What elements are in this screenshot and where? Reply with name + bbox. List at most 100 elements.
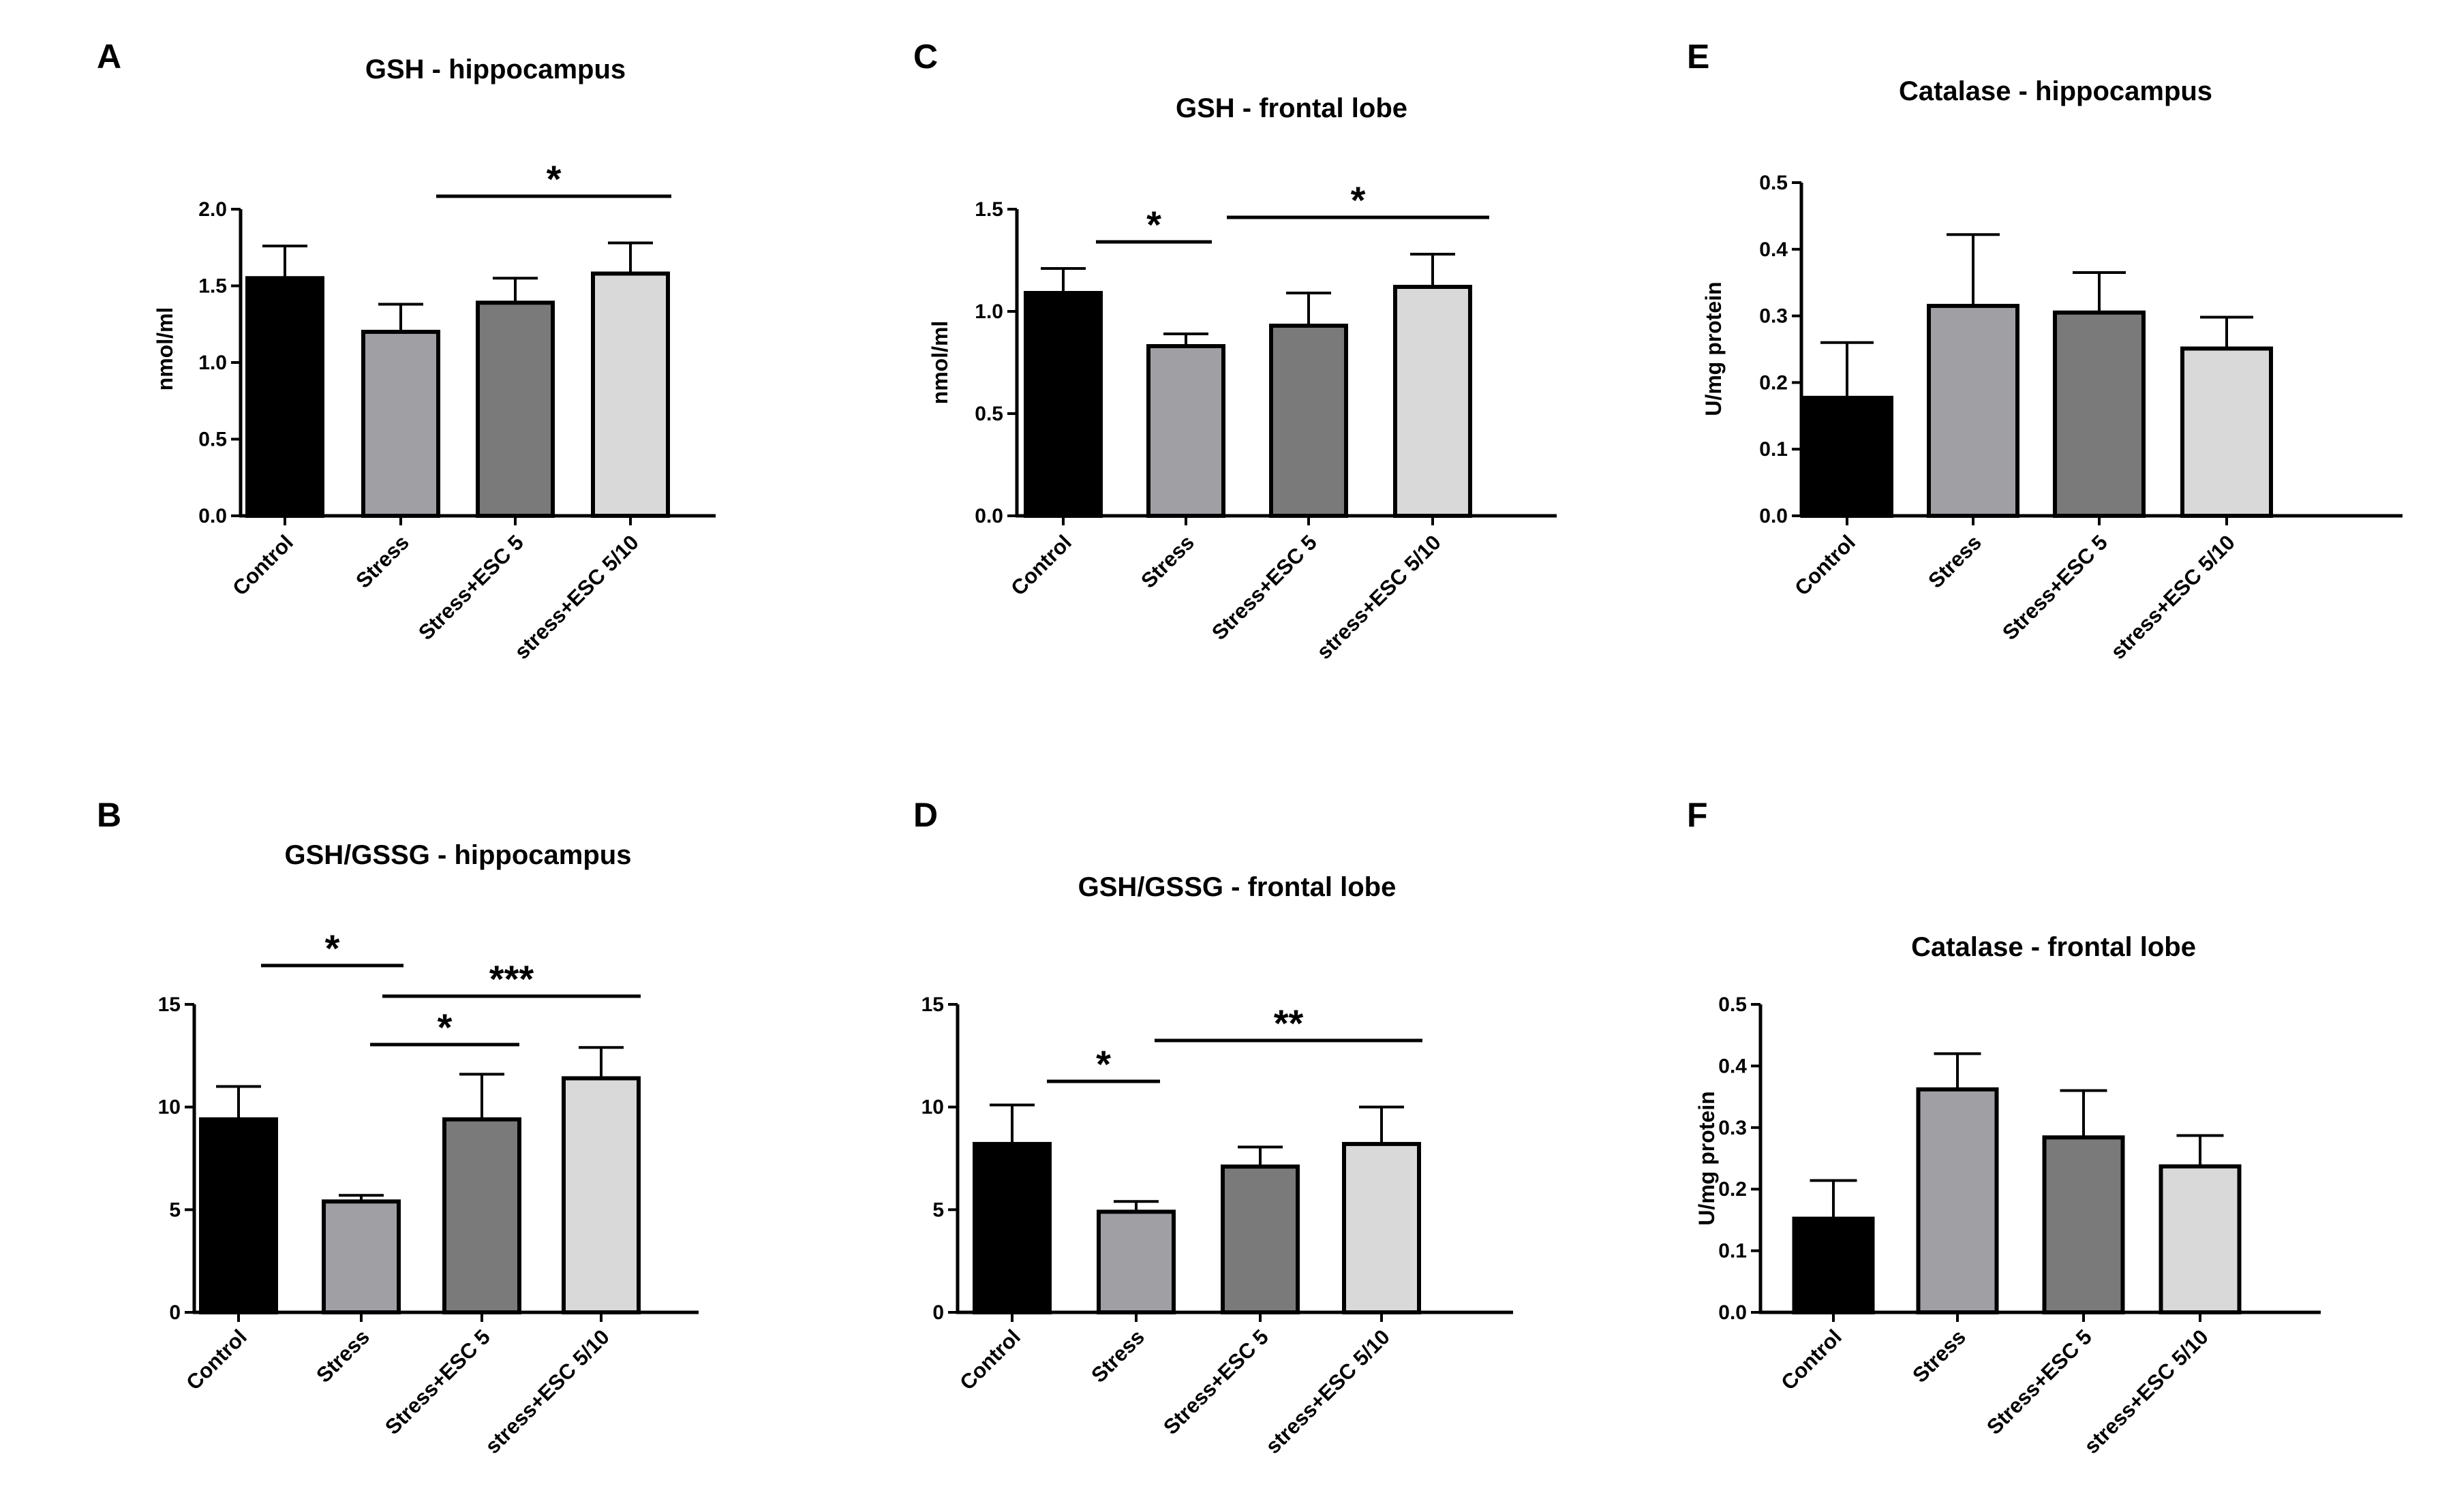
y-axis-label: nmol/ml — [153, 307, 177, 391]
chart-title: Catalase - hippocampus — [1899, 76, 2212, 106]
significance-label: * — [438, 1006, 453, 1049]
y-tick-label: 1.5 — [975, 198, 1003, 221]
y-tick-label: 0.0 — [198, 505, 227, 527]
y-tick-label: 0.3 — [1718, 1117, 1747, 1139]
bar-3 — [2053, 310, 2146, 518]
y-tick-label: 15 — [158, 993, 181, 1016]
category-label: Control — [1790, 530, 1860, 600]
y-tick-label: 10 — [158, 1096, 181, 1119]
panel-letter: D — [913, 796, 938, 834]
y-tick-label: 0.0 — [1759, 505, 1788, 527]
bar-1 — [199, 1117, 278, 1315]
y-tick-label: 0.3 — [1759, 305, 1788, 328]
y-tick-label: 1.0 — [975, 300, 1003, 323]
bar-2 — [1146, 344, 1225, 518]
chart-title: GSH/GSSG - hippocampus — [285, 840, 632, 870]
bar-1 — [973, 1141, 1052, 1314]
chart-title: GSH - frontal lobe — [1176, 93, 1407, 123]
category-label: Stress — [1086, 1325, 1149, 1387]
panel-letter: F — [1687, 796, 1708, 834]
significance-label: *** — [489, 957, 534, 1000]
y-axis-label: nmol/ml — [928, 321, 952, 405]
category-label: stress+ESC 5/10 — [2079, 1325, 2213, 1458]
panel-letter: C — [913, 37, 938, 76]
bar-4 — [1342, 1141, 1421, 1314]
bar-2 — [1916, 1087, 1999, 1314]
category-label: Stress — [1908, 1325, 1970, 1387]
bar-4 — [1393, 285, 1472, 518]
bar-2 — [1097, 1209, 1176, 1315]
bar-4 — [2159, 1164, 2242, 1314]
category-label: Stress+ESC 5 — [414, 530, 528, 645]
bar-3 — [1269, 324, 1348, 518]
category-label: Control — [1776, 1325, 1846, 1395]
category-label: stress+ESC 5/10 — [1261, 1325, 1394, 1458]
bar-1 — [1024, 291, 1103, 518]
bar-4 — [2180, 346, 2273, 518]
panel-letter: B — [97, 796, 121, 834]
y-tick-label: 0.2 — [1718, 1178, 1747, 1201]
y-tick-label: 5 — [169, 1199, 181, 1221]
bar-4 — [591, 271, 670, 518]
panel-d: D GSH/GSSG - frontal lobe 0 5 10 15 Control Str… — [913, 796, 1513, 1458]
panel-f: F Catalase - frontal lobe U/mg protein 0.0 0… — [1687, 796, 2321, 1458]
chart-title: Catalase - frontal lobe — [1911, 932, 2196, 962]
panel-letter: A — [97, 37, 121, 76]
y-tick-label: 0.4 — [1759, 238, 1788, 261]
y-axis-label: U/mg protein — [1694, 1091, 1719, 1225]
bar-2 — [361, 330, 440, 518]
category-label: Stress — [311, 1325, 374, 1387]
y-tick-label: 2.0 — [198, 198, 227, 221]
y-tick-label: 1.5 — [198, 275, 227, 298]
category-label: Control — [181, 1325, 251, 1395]
category-label: Stress+ESC 5 — [380, 1325, 495, 1439]
significance-label: * — [1146, 203, 1161, 246]
bar-3 — [2042, 1135, 2125, 1315]
y-tick-label: 1.0 — [198, 352, 227, 374]
y-tick-label: 0.0 — [975, 505, 1003, 527]
bar-3 — [476, 300, 555, 518]
y-tick-label: 0.2 — [1759, 371, 1788, 394]
y-tick-label: 15 — [921, 993, 944, 1016]
bar-3 — [442, 1117, 521, 1315]
bar-2 — [1927, 303, 2019, 518]
significance-label: * — [325, 927, 340, 970]
chart-title: GSH - hippocampus — [365, 55, 626, 84]
panel-a: A GSH - hippocampus nmol/ml 0.0 0.5 1.0 1.5 2.0… — [97, 37, 716, 664]
y-tick-label: 0.5 — [198, 429, 227, 451]
panel-letter: E — [1687, 37, 1709, 76]
y-tick-label: 0.4 — [1718, 1055, 1747, 1077]
category-label: Stress — [351, 530, 414, 593]
category-label: Stress — [1136, 530, 1199, 593]
y-tick-label: 0.5 — [1718, 993, 1747, 1016]
y-axis-label: U/mg protein — [1701, 281, 1726, 416]
y-tick-label: 0.1 — [1718, 1240, 1747, 1263]
category-label: stress+ESC 5/10 — [510, 530, 643, 664]
category-label: Control — [955, 1325, 1025, 1395]
y-tick-label: 5 — [932, 1199, 944, 1221]
significance-label: * — [1351, 179, 1366, 221]
significance-label: * — [547, 157, 562, 200]
panel-c: C GSH - frontal lobe nmol/ml 0.0 0.5 1.0 1.5 Co… — [913, 37, 1557, 664]
category-label: Control — [1006, 530, 1076, 600]
chart-title: GSH/GSSG - frontal lobe — [1078, 872, 1397, 902]
category-label: stress+ESC 5/10 — [2106, 530, 2240, 664]
category-label: Stress+ESC 5 — [1207, 530, 1322, 645]
category-label: Stress — [1923, 530, 1986, 593]
category-label: Stress+ESC 5 — [1998, 530, 2112, 645]
y-tick-label: 0.5 — [1759, 172, 1788, 194]
panel-e: E Catalase - hippocampus U/mg protein 0.0 0.… — [1687, 37, 2403, 664]
category-label: Stress+ESC 5 — [1982, 1325, 2096, 1439]
significance-label: ** — [1274, 1002, 1304, 1045]
bar-4 — [562, 1076, 641, 1314]
y-tick-label: 10 — [921, 1096, 944, 1119]
category-label: Stress+ESC 5 — [1159, 1325, 1273, 1439]
panel-b: B GSH/GSSG - hippocampus 0 5 10 15 Control Stre… — [97, 796, 699, 1458]
category-label: Control — [228, 530, 298, 600]
bar-2 — [322, 1199, 401, 1315]
significance-label: * — [1096, 1043, 1111, 1085]
category-label: stress+ESC 5/10 — [481, 1325, 614, 1458]
bar-1 — [1792, 1216, 1875, 1315]
y-tick-label: 0.0 — [1718, 1301, 1747, 1324]
